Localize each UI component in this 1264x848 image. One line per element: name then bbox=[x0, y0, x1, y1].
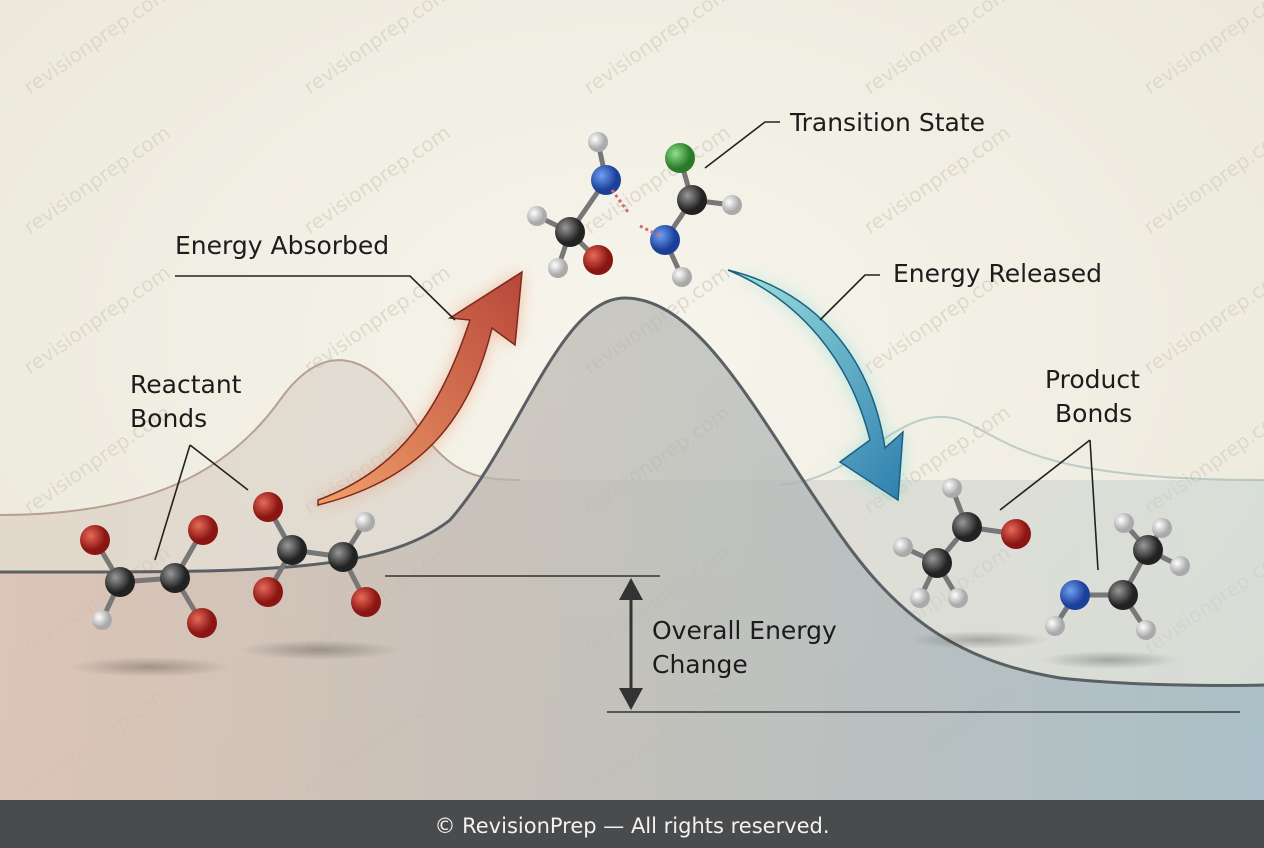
atom bbox=[650, 225, 680, 255]
atom bbox=[1045, 616, 1065, 636]
label: Change bbox=[652, 650, 748, 679]
atom bbox=[328, 542, 358, 572]
atom bbox=[588, 132, 608, 152]
label: Bonds bbox=[1055, 399, 1132, 428]
atom bbox=[910, 588, 930, 608]
atom bbox=[1152, 518, 1172, 538]
label: Energy Absorbed bbox=[175, 231, 389, 260]
background-hump-edge bbox=[0, 359, 521, 516]
atom bbox=[1136, 620, 1156, 640]
atom bbox=[583, 245, 613, 275]
atom bbox=[672, 267, 692, 287]
atom bbox=[555, 217, 585, 247]
atom bbox=[188, 515, 218, 545]
atom bbox=[948, 588, 968, 608]
atom bbox=[1001, 519, 1031, 549]
atom bbox=[893, 537, 913, 557]
atom bbox=[253, 577, 283, 607]
atom bbox=[942, 478, 962, 498]
molecules bbox=[80, 132, 1190, 640]
footer-text: © RevisionPrep — All rights reserved. bbox=[434, 814, 829, 838]
label: Reactant bbox=[130, 370, 242, 399]
atom bbox=[722, 195, 742, 215]
energy-profile-curve bbox=[0, 296, 1264, 687]
energy-profile-fill bbox=[0, 298, 1264, 800]
label: Bonds bbox=[130, 404, 207, 433]
footer-bar bbox=[0, 800, 1264, 848]
absorbed-arrow bbox=[317, 270, 523, 506]
atom bbox=[187, 608, 217, 638]
atom bbox=[160, 563, 190, 593]
shadows bbox=[70, 631, 1180, 677]
atom bbox=[548, 258, 568, 278]
molecule bbox=[650, 143, 742, 287]
atom bbox=[1114, 513, 1134, 533]
label: Overall Energy bbox=[652, 616, 837, 645]
atom bbox=[665, 143, 695, 173]
atom bbox=[105, 567, 135, 597]
atom bbox=[677, 185, 707, 215]
atom bbox=[1060, 580, 1090, 610]
released-arrow bbox=[727, 269, 904, 502]
atom bbox=[80, 525, 110, 555]
atom bbox=[253, 492, 283, 522]
molecule bbox=[527, 132, 621, 278]
atom bbox=[591, 165, 621, 195]
atom bbox=[1133, 535, 1163, 565]
atom bbox=[922, 548, 952, 578]
atom bbox=[1108, 580, 1138, 610]
atom bbox=[92, 610, 112, 630]
molecule bbox=[893, 478, 1031, 608]
molecule bbox=[253, 492, 381, 617]
label: Transition State bbox=[789, 108, 985, 137]
atom bbox=[355, 512, 375, 532]
partial-bond bbox=[610, 189, 661, 238]
atom bbox=[1170, 556, 1190, 576]
molecule bbox=[1045, 513, 1190, 640]
atom bbox=[351, 587, 381, 617]
label: Product bbox=[1045, 365, 1140, 394]
atom bbox=[527, 206, 547, 226]
atom bbox=[952, 512, 982, 542]
molecule bbox=[80, 515, 218, 638]
atom bbox=[277, 535, 307, 565]
label: Energy Released bbox=[893, 259, 1102, 288]
leader-lines bbox=[154, 121, 1099, 571]
